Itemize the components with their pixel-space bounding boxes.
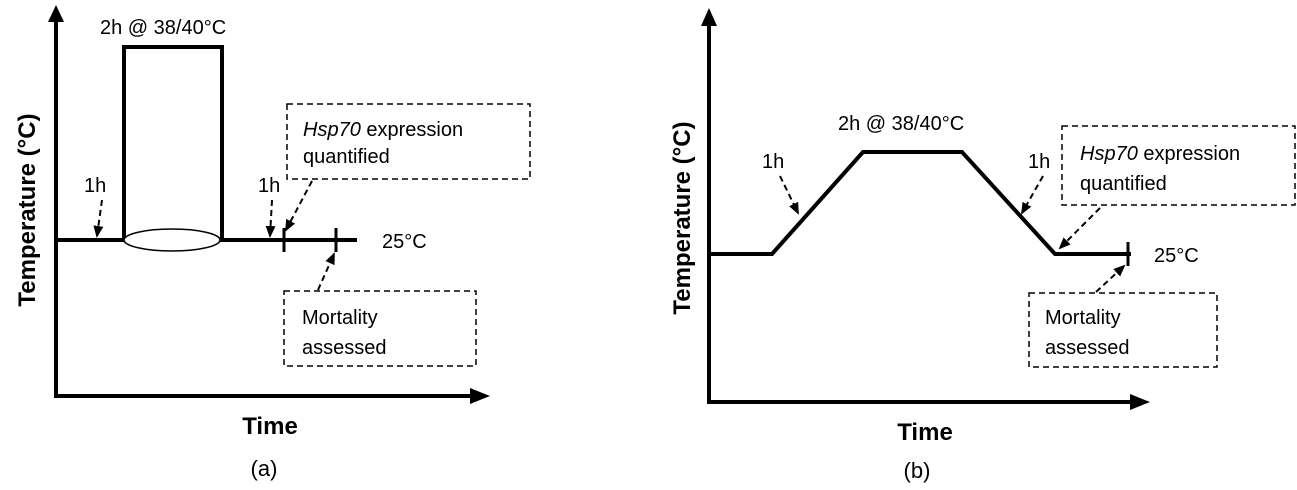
panel-b-y-axis-title: Temperature (°C) [669,121,696,314]
panel-a-x-axis-arrow-icon [470,388,490,404]
panel-a-expression-word: expression [361,119,463,141]
panel-a-label: (a) [251,456,278,481]
panel-a-expression-line2: quantified [303,146,390,168]
panel-a-expression-line1: Hsp70 expression [303,119,463,141]
panel-a: 2h @ 38/40°C 1h 1h 25°C Hsp70 expression… [14,5,531,481]
panel-b-y-axis-arrow-icon [701,8,717,26]
panel-b-ramp-down-arrow [1021,175,1044,215]
panel-b-label: (b) [904,458,931,483]
panel-a-mortality-arrow [317,252,335,291]
panel-a-sample-vial [123,228,221,252]
panel-a-ramp-down-arrow [265,199,276,238]
panel-b-expression-line1: Hsp70 expression [1080,143,1240,165]
panel-b-expression-arrow [1058,207,1101,250]
panel-a-ramp-up-arrow [93,199,104,238]
panel-a-temperature-profile [56,45,357,242]
panel-a-x-axis-title: Time [242,413,298,440]
panel-b-gene-name: Hsp70 [1080,143,1138,165]
panel-b-mortality-box [1028,292,1218,368]
panel-a-gene-name: Hsp70 [303,119,361,141]
panel-a-y-axis-arrow-icon [48,5,64,22]
panel-a-peak-label: 2h @ 38/40°C [100,17,226,39]
panel-a-mortality-line2: assessed [302,337,387,359]
panel-b-temperature-profile [709,150,1131,256]
panel-b-baseline-label: 25°C [1154,245,1199,267]
panel-a-ramp-down-label: 1h [258,175,280,197]
panel-a-expression-arrow [285,180,313,232]
panel-b: 2h @ 38/40°C 1h 1h 25°C Hsp70 expression… [669,8,1296,483]
panel-b-x-axis-title: Time [897,419,953,446]
panel-b-ramp-up-arrow [779,175,799,215]
panel-b-ramp-up-label: 1h [762,151,784,173]
panel-a-y-axis-title: Temperature (°C) [14,113,41,306]
panel-b-expression-line2: quantified [1080,173,1167,195]
panel-b-mortality-line2: assessed [1045,337,1130,359]
panel-b-mortality-line1: Mortality [1045,307,1121,329]
panel-b-peak-label: 2h @ 38/40°C [838,113,964,135]
panel-b-expression-word: expression [1138,143,1240,165]
panel-b-expression-box [1061,125,1296,206]
panel-a-mortality-box [283,290,477,367]
panel-a-ramp-up-label: 1h [84,175,106,197]
panel-b-ramp-down-label: 1h [1028,151,1050,173]
panel-a-mortality-line1: Mortality [302,307,378,329]
panel-b-x-axis-arrow-icon [1130,394,1150,410]
panel-a-baseline-label: 25°C [382,231,427,253]
panel-a-expression-box [286,103,531,180]
panel-b-mortality-arrow [1095,264,1126,293]
